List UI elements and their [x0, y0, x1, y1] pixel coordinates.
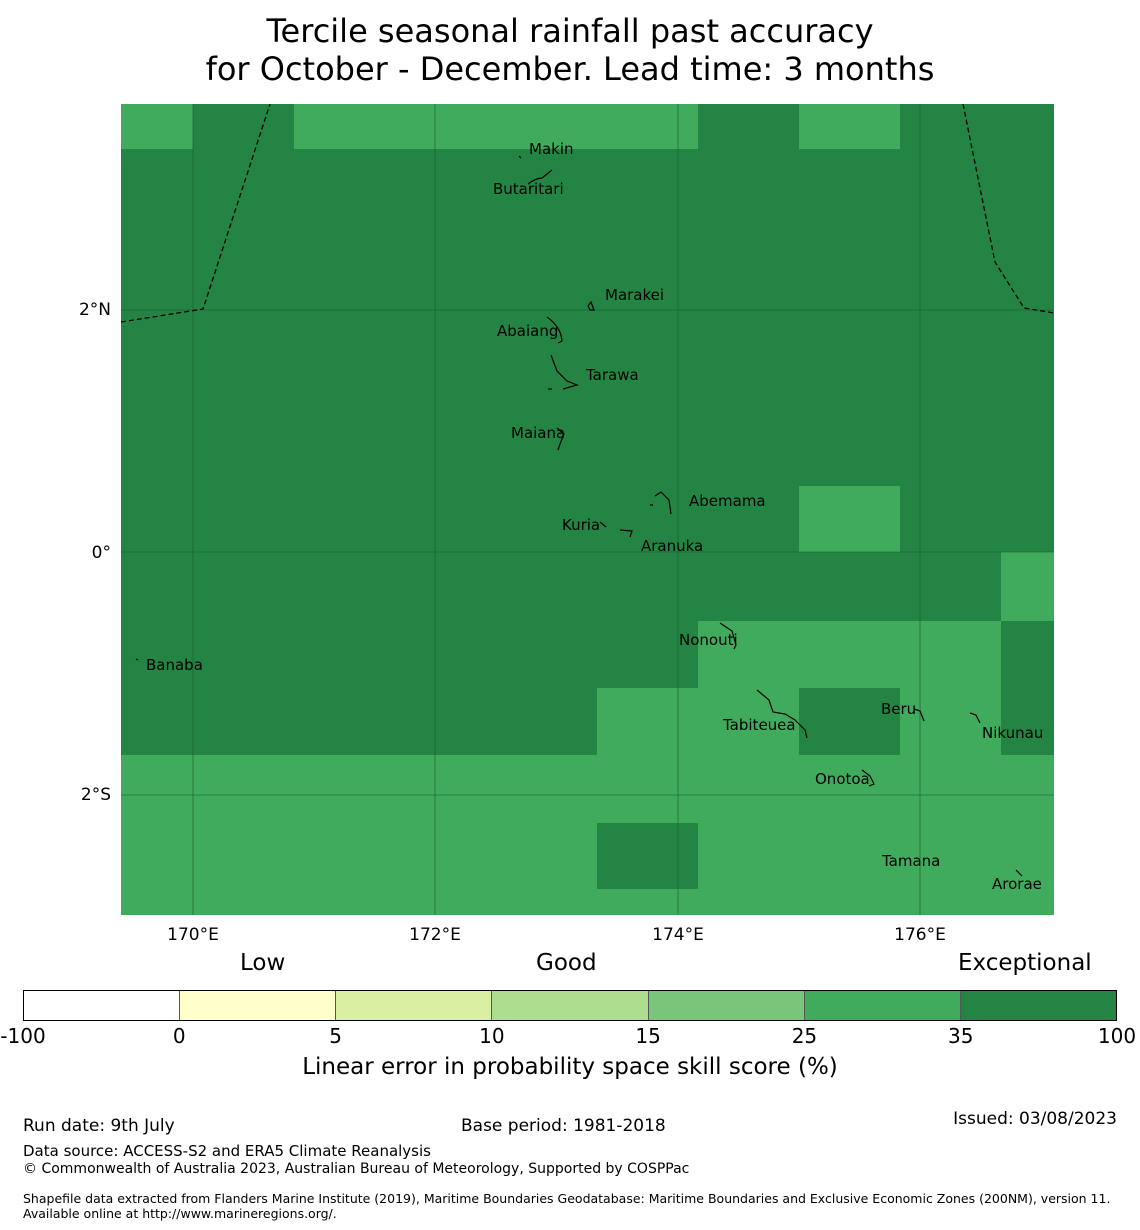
chart-title-line2: for October - December. Lead time: 3 mon… — [205, 50, 935, 88]
data-source: Data source: ACCESS-S2 and ERA5 Climate … — [23, 1142, 431, 1160]
category-good: Good — [536, 950, 597, 976]
copyright: © Commonwealth of Australia 2023, Austra… — [23, 1161, 690, 1177]
island-shape — [719, 622, 737, 650]
shapefile-credit: Shapefile data extracted from Flanders M… — [23, 1191, 1111, 1221]
base-period: Base period: 1981-2018 — [461, 1116, 666, 1136]
skill-cell — [121, 755, 1054, 915]
island-shape — [969, 712, 981, 724]
island-shape — [650, 491, 672, 515]
lon-tick-170: 170°E — [167, 925, 219, 945]
colorbar-tick-label: 25 — [791, 1024, 818, 1048]
place-label-tamana: Tamana — [881, 852, 940, 870]
skill-cell — [121, 104, 193, 149]
island-shape — [546, 316, 563, 344]
skill-cell-exceptional — [1001, 621, 1054, 755]
skill-cell-exceptional — [799, 688, 900, 755]
category-exceptional: Exceptional — [958, 950, 1092, 976]
colorbar-segment — [180, 991, 337, 1020]
colorbar-tick-label: -100 — [0, 1024, 46, 1048]
place-label-arorae: Arorae — [992, 875, 1042, 893]
place-label-nonouti: Nonouti — [679, 631, 738, 649]
colorbar-tick-label: 100 — [1097, 1024, 1137, 1048]
place-labels: Makin Butaritari Marakei Abaiang Tarawa Maian… — [146, 140, 1043, 893]
island-shape — [548, 354, 579, 390]
maritime-boundaries — [120, 103, 1055, 323]
colorbar-segment — [804, 991, 961, 1020]
skill-cell — [799, 104, 900, 149]
lon-tick-174: 174°E — [652, 925, 704, 945]
chart-title-line1: Tercile seasonal rainfall past accuracy — [266, 12, 874, 50]
colorbar-tick-label: 10 — [479, 1024, 505, 1048]
colorbar-tick-label: 35 — [947, 1024, 974, 1048]
island-shape — [135, 658, 139, 661]
place-label-marakei: Marakei — [605, 286, 664, 304]
graticule — [121, 104, 1054, 915]
skill-cell-exceptional — [597, 823, 698, 889]
place-label-kuria: Kuria — [562, 516, 600, 534]
place-label-banaba: Banaba — [146, 656, 203, 674]
place-label-beru: Beru — [881, 700, 916, 718]
colorbar-segment — [24, 991, 181, 1020]
island-shape — [861, 769, 875, 787]
lat-tick-2n: 2°N — [79, 300, 111, 320]
skill-cell — [1001, 552, 1054, 621]
colorbar-segment — [492, 991, 649, 1020]
island-shape — [556, 427, 565, 451]
place-label-abaiang: Abaiang — [497, 322, 558, 340]
place-label-abemama: Abemama — [689, 492, 766, 510]
lon-tick-172: 172°E — [409, 925, 461, 945]
lon-tick-176: 176°E — [894, 925, 946, 945]
place-label-tarawa: Tarawa — [585, 366, 639, 384]
island-shape — [518, 155, 553, 185]
place-label-onotoa: Onotoa — [815, 770, 870, 788]
colorbar-title: Linear error in probability space skill … — [302, 1054, 838, 1080]
category-low: Low — [240, 950, 286, 976]
place-label-tabiteuea: Tabiteuea — [722, 716, 796, 734]
colorbar-tick-label: 5 — [329, 1024, 342, 1048]
place-label-aranuka: Aranuka — [641, 537, 703, 555]
colorbar-tick-label: 15 — [635, 1024, 661, 1048]
place-label-maiana: Maiana — [511, 424, 565, 442]
eez-boundary-east — [962, 103, 1055, 314]
lat-tick-0: 0° — [92, 543, 111, 563]
map-panel: Makin Butaritari Marakei Abaiang Tarawa Maian… — [79, 103, 1055, 945]
skill-cells-25-35 — [121, 104, 1054, 915]
issued-date: Issued: 03/08/2023 — [953, 1109, 1117, 1129]
island-outlines — [135, 155, 1023, 877]
run-date: Run date: 9th July — [23, 1116, 175, 1136]
skill-cell — [294, 104, 698, 149]
island-shape — [913, 708, 925, 722]
place-label-nikunau: Nikunau — [982, 724, 1043, 742]
skill-cell — [597, 688, 799, 755]
colorbar-segment — [336, 991, 493, 1020]
island-shape — [587, 300, 595, 311]
place-label-makin: Makin — [529, 140, 574, 158]
skill-cell — [698, 621, 1001, 688]
skill-cell — [900, 688, 1001, 755]
colorbar-segment — [648, 991, 805, 1020]
eez-boundary-west — [120, 103, 271, 323]
colorbar-tick-label: 0 — [172, 1024, 186, 1048]
island-shape — [599, 521, 633, 538]
skill-cell — [799, 486, 900, 552]
colorbar — [23, 990, 1117, 1021]
lat-tick-2s: 2°S — [81, 785, 111, 805]
colorbar-segment — [960, 991, 1116, 1020]
island-shape — [1015, 869, 1023, 877]
place-label-butaritari: Butaritari — [493, 180, 564, 198]
island-shape — [756, 689, 808, 739]
